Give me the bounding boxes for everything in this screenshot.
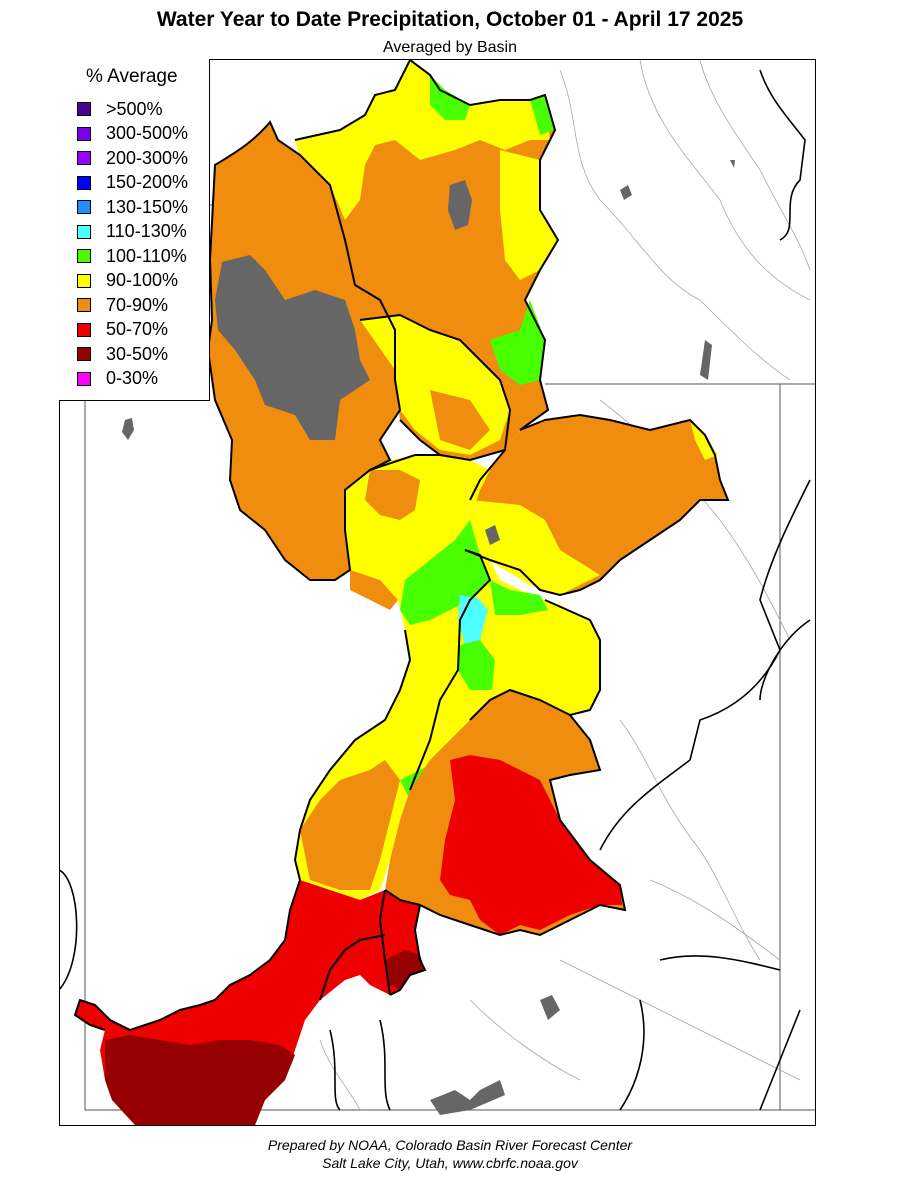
legend-swatch [77, 298, 91, 312]
legend-label: 50-70% [106, 319, 169, 339]
south-central-basin [385, 690, 625, 935]
legend-item: 0-30% [77, 368, 158, 390]
footer-location: Salt Lake City, Utah, www.cbrfc.noaa.gov [322, 1155, 578, 1171]
legend-swatch [77, 249, 91, 263]
legend-swatch [77, 200, 91, 214]
legend-label: 70-90% [106, 294, 169, 315]
legend-item: 130-150% [77, 196, 188, 218]
legend-item: 90-100% [77, 270, 178, 292]
footer-credit: Prepared by NOAA, Colorado Basin River F… [267, 1137, 633, 1153]
legend-item: 50-70% [77, 319, 168, 341]
legend-swatch [77, 151, 91, 165]
map-legend: % Average >500% 300-500% 200-300% 150-200% 1… [59, 59, 210, 401]
north-basin [295, 60, 558, 460]
legend-item: >500% [77, 98, 163, 120]
legend-swatch [77, 322, 91, 337]
lake-markers [122, 160, 735, 1115]
legend-label: 130-150% [106, 196, 189, 217]
legend-item: 30-50% [77, 343, 168, 365]
river-lines [319, 59, 811, 1111]
legend-label: 110-130% [106, 221, 187, 241]
legend-swatch [77, 371, 91, 386]
legend-label: 0-30% [106, 368, 159, 388]
legend-item: 150-200% [77, 172, 188, 194]
legend-label: 300-500% [106, 123, 189, 143]
legend-label: 200-300% [106, 147, 189, 168]
map-title: Water Year to Date Precipitation, Octobe… [156, 8, 744, 31]
legend-swatch [77, 273, 91, 288]
central-basin [295, 455, 600, 900]
legend-swatch [77, 224, 91, 239]
legend-item: 300-500% [77, 123, 188, 145]
basin-boundaries [73, 59, 730, 1032]
east-basin [465, 415, 728, 595]
outer-basin-outlines [59, 69, 811, 1111]
legend-label: >500% [106, 98, 163, 119]
legend-label: 30-50% [106, 343, 169, 364]
legend-swatch [77, 175, 91, 190]
legend-item: 200-300% [77, 147, 188, 169]
legend-label: 100-110% [106, 245, 187, 266]
legend-label: 150-200% [106, 172, 189, 192]
legend-item: 100-110% [77, 245, 187, 267]
legend-item: 110-130% [77, 221, 187, 243]
legend-item: 70-90% [77, 294, 168, 316]
legend-label: 90-100% [106, 270, 179, 290]
map-subtitle: Averaged by Basin [382, 39, 517, 56]
legend-title: % Average [86, 66, 178, 87]
precipitation-map [59, 59, 816, 1126]
southwest-basin [75, 880, 425, 1125]
legend-swatch [77, 126, 91, 141]
legend-swatch [77, 102, 91, 116]
legend-swatch [77, 347, 91, 361]
